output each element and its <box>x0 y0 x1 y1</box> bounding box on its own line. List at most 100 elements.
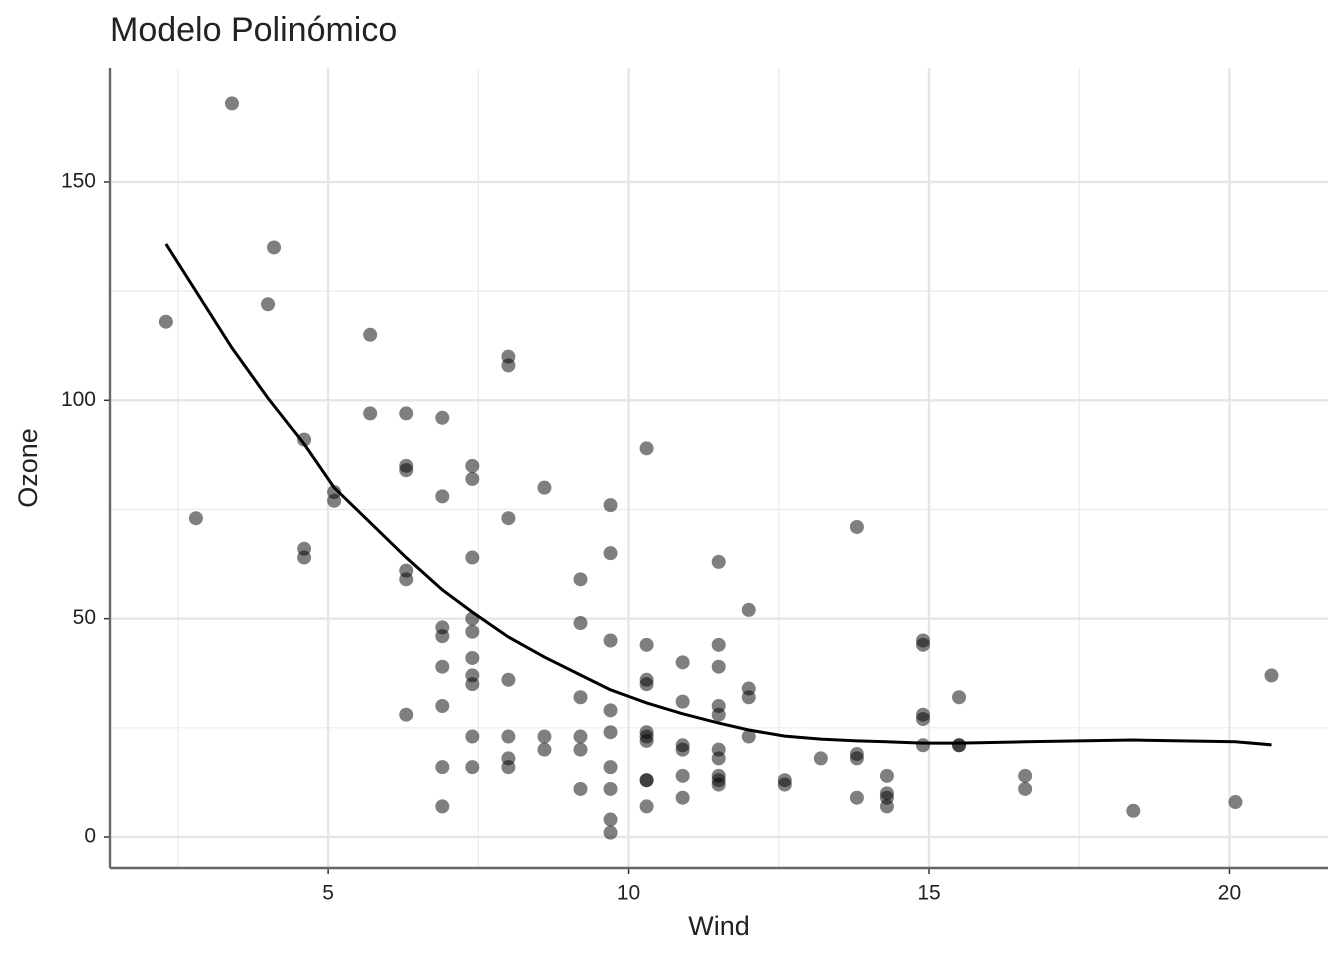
point <box>675 655 690 670</box>
point <box>267 240 282 255</box>
point <box>813 751 828 766</box>
point <box>537 742 552 757</box>
x-tick-label: 10 <box>617 882 640 905</box>
point <box>573 742 588 757</box>
point <box>435 489 450 504</box>
point <box>435 410 450 425</box>
point <box>465 729 480 744</box>
point <box>1228 795 1243 810</box>
y-axis-title: Ozone <box>13 428 43 508</box>
point <box>573 572 588 587</box>
point <box>435 698 450 713</box>
x-axis-title: Wind <box>688 911 750 941</box>
point <box>675 790 690 805</box>
point <box>435 629 450 644</box>
point <box>501 358 516 373</box>
point <box>603 633 618 648</box>
point <box>952 738 967 753</box>
point <box>879 799 894 814</box>
point <box>399 707 414 722</box>
point <box>501 672 516 687</box>
point <box>639 799 654 814</box>
point <box>916 637 931 652</box>
point <box>603 725 618 740</box>
point <box>849 519 864 534</box>
point <box>777 777 792 792</box>
point <box>501 760 516 775</box>
point <box>465 760 480 775</box>
point <box>879 768 894 783</box>
point <box>916 712 931 727</box>
point <box>435 760 450 775</box>
point <box>711 777 726 792</box>
point <box>465 677 480 692</box>
point <box>224 96 239 111</box>
x-tick-label: 20 <box>1218 882 1241 905</box>
point <box>952 690 967 705</box>
point <box>916 738 931 753</box>
y-tick-label: 100 <box>61 388 96 411</box>
point <box>675 742 690 757</box>
point <box>465 550 480 565</box>
point <box>639 733 654 748</box>
point <box>711 637 726 652</box>
point <box>603 812 618 827</box>
point <box>501 511 516 526</box>
point <box>465 624 480 639</box>
y-tick-label: 0 <box>84 825 96 848</box>
point <box>399 406 414 421</box>
point <box>849 751 864 766</box>
point <box>711 659 726 674</box>
point <box>639 677 654 692</box>
x-tick-label: 5 <box>322 882 334 905</box>
point <box>363 327 378 342</box>
point <box>501 729 516 744</box>
point <box>603 760 618 775</box>
point <box>741 602 756 617</box>
point <box>1264 668 1279 683</box>
point <box>573 690 588 705</box>
point <box>603 781 618 796</box>
point <box>537 480 552 495</box>
point <box>435 799 450 814</box>
point <box>399 572 414 587</box>
x-tick-label: 15 <box>917 882 940 905</box>
point <box>465 471 480 486</box>
point <box>1018 781 1033 796</box>
point <box>573 781 588 796</box>
point <box>849 790 864 805</box>
y-tick-label: 150 <box>61 170 96 193</box>
point <box>435 659 450 674</box>
point <box>711 751 726 766</box>
point <box>603 703 618 718</box>
point <box>465 458 480 473</box>
point <box>603 546 618 561</box>
point <box>711 554 726 569</box>
point <box>675 768 690 783</box>
point <box>603 498 618 513</box>
point <box>573 616 588 631</box>
point <box>639 441 654 456</box>
point <box>261 297 276 312</box>
point <box>603 825 618 840</box>
point <box>639 773 654 788</box>
point <box>639 637 654 652</box>
fit-line <box>164 243 1272 747</box>
point <box>1018 768 1033 783</box>
point <box>741 729 756 744</box>
y-tick-label: 50 <box>73 606 96 629</box>
point <box>675 694 690 709</box>
point <box>537 729 552 744</box>
point <box>573 729 588 744</box>
point <box>188 511 203 526</box>
point <box>1126 803 1141 818</box>
point <box>297 550 312 565</box>
point <box>465 650 480 665</box>
point <box>327 493 342 508</box>
point <box>711 707 726 722</box>
point <box>363 406 378 421</box>
point <box>399 463 414 478</box>
point <box>158 314 173 329</box>
chart-title: Modelo Polinómico <box>110 11 397 49</box>
